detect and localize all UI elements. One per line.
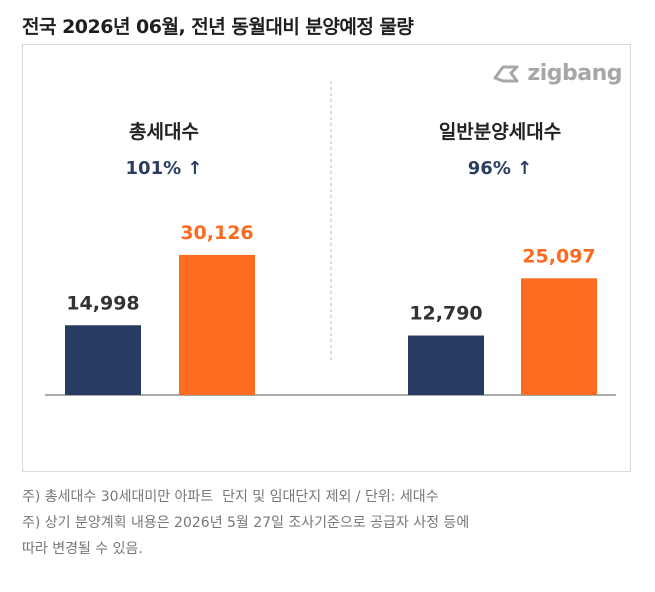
bar-general-prev (408, 335, 484, 395)
page-title: 전국 2026년 06월, 전년 동월대비 분양예정 물량 (22, 16, 414, 38)
zigbang-logo: zigbang (491, 61, 622, 86)
value-label-general-current: 25,097 (522, 245, 595, 267)
value-label-total-current: 30,126 (180, 222, 253, 244)
footnote-3: 따라 변경될 수 있음. (22, 541, 143, 557)
bar-total-current (179, 254, 255, 395)
footnote-1: 주) 총세대수 30세대미만 아파트 단지 및 임대단지 제외 / 단위: 세대… (22, 489, 439, 505)
bar-general-current (521, 278, 597, 395)
bar-chart: 총세대수 101% ↑ 14,998 30,126 일반분양세대수 96% ↑ … (45, 81, 616, 396)
growth-label-total: 101% ↑ (126, 158, 203, 179)
group-title-general: 일반분양세대수 (439, 121, 561, 143)
zigbang-logo-icon (493, 65, 519, 82)
bar-total-prev (65, 325, 141, 395)
logo-text: zigbang (527, 61, 622, 86)
footnote-2: 주) 상기 분양계획 내용은 2026년 5월 27일 조사기준으로 공급자 사… (22, 515, 470, 531)
group-title-total: 총세대수 (129, 121, 199, 143)
footnotes: 주) 총세대수 30세대미만 아파트 단지 및 임대단지 제외 / 단위: 세대… (22, 484, 469, 562)
value-label-total-prev: 14,998 (66, 292, 139, 314)
chart-panel: zigbang 총세대수 101% ↑ 14,998 30,126 일반분양세대… (22, 44, 631, 472)
growth-label-general: 96% ↑ (468, 158, 532, 179)
value-label-general-prev: 12,790 (409, 303, 482, 325)
